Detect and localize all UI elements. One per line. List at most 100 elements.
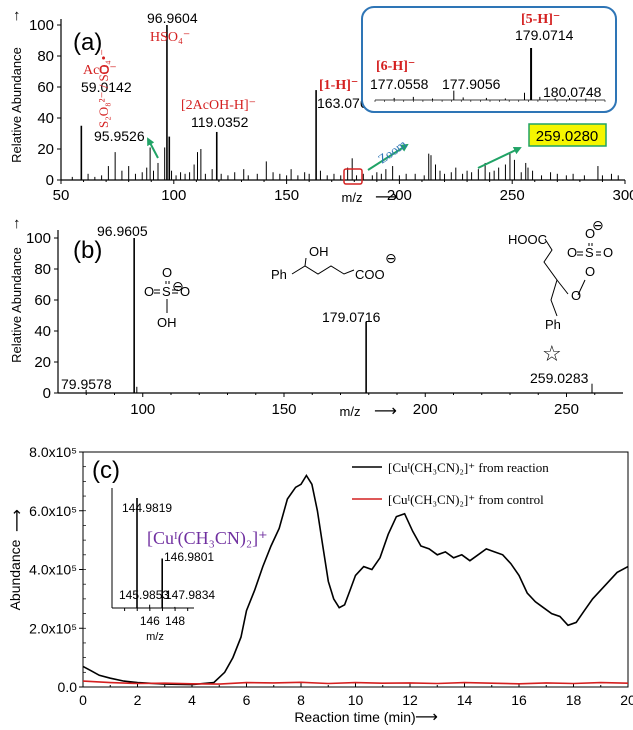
atom-label: COO bbox=[355, 267, 385, 282]
y-axis-arrow-a: ↑ bbox=[13, 7, 21, 24]
inset-species-label: [Cuᴵ(CH₃CN)₂]⁺ bbox=[147, 528, 268, 549]
annotation-value: 95.9526 bbox=[94, 128, 145, 144]
y-axis-arrow-b: ↑ bbox=[13, 215, 21, 232]
yellow-arrow bbox=[477, 146, 522, 169]
y-tick-label-a: 60 bbox=[37, 79, 54, 96]
y-tick-label-a: 100 bbox=[29, 17, 54, 34]
x-tick-label-c: 12 bbox=[402, 692, 418, 708]
atom-label: Ph bbox=[271, 267, 287, 282]
atom-label: O bbox=[603, 245, 613, 260]
panel-a: 0 20 40 60 80 100 50 100 150 200 250 300 Relative Ab… bbox=[9, 6, 633, 206]
y-tick-label-c: 2.0x10⁵ bbox=[29, 620, 77, 636]
panel-b: 0 20 40 60 80 100 100 150 200 250 Relative Abundan… bbox=[9, 215, 623, 420]
x-tick-label-c: 0 bbox=[79, 692, 87, 708]
bond bbox=[556, 279, 569, 295]
x-tick-label-b: 200 bbox=[413, 401, 438, 418]
peak-label: 96.9605 bbox=[97, 223, 148, 239]
x-tick-label-c: 16 bbox=[511, 692, 527, 708]
y-axis-label-a: Relative Abundance bbox=[9, 47, 24, 163]
atom-label: O bbox=[144, 284, 154, 299]
peak-label: 79.9578 bbox=[61, 376, 112, 392]
x-tick-label-a: 150 bbox=[274, 187, 299, 204]
x-tick-label-c: 10 bbox=[348, 692, 364, 708]
annotation-label: [2AcOH-H]⁻ bbox=[181, 98, 256, 113]
y-tick-label-b: 40 bbox=[34, 323, 51, 340]
y-tick-label-a: 0 bbox=[46, 172, 54, 189]
x-tick-label-b: 250 bbox=[554, 401, 579, 418]
y-tick-label-a: 80 bbox=[37, 48, 54, 65]
y-tick-label-b: 60 bbox=[34, 292, 51, 309]
zoom-label: Zoom bbox=[375, 136, 409, 166]
x-tick-label-c: 6 bbox=[243, 692, 251, 708]
x-tick-label-b: 150 bbox=[271, 401, 296, 418]
inset-value: 180.0748 bbox=[543, 84, 602, 100]
legend-label-reaction: [Cuᴵ(CH₃CN)₂]⁺ from reaction bbox=[388, 460, 549, 475]
x-tick-label-b: 100 bbox=[130, 401, 155, 418]
bond bbox=[304, 257, 307, 267]
zoom-inset-frame bbox=[361, 6, 617, 113]
minus-charge-icon: ⊖ bbox=[385, 250, 397, 266]
y-tick-label-b: 80 bbox=[34, 261, 51, 278]
annotation-value: 96.9604 bbox=[147, 10, 198, 26]
atom-label: O bbox=[162, 265, 172, 280]
inset-value: 177.0558 bbox=[370, 76, 429, 92]
y-tick-label-c: 4.0x10⁵ bbox=[29, 562, 77, 578]
annotation-value: 163.0765 bbox=[317, 95, 376, 111]
y-axis-arrow-c: ⟶ bbox=[9, 509, 26, 532]
y-axis-label-b: Relative Abundance bbox=[9, 247, 24, 363]
zoom-arrow bbox=[367, 143, 409, 171]
bond-chain bbox=[291, 265, 355, 275]
x-tick-label-c: 18 bbox=[566, 692, 582, 708]
x-axis-label-c: Reaction time (min) bbox=[294, 709, 415, 725]
atom-label: Ph bbox=[545, 317, 561, 332]
atom-label: HOOC bbox=[508, 232, 547, 247]
panel-c: 0.0 2.0x10⁵ 4.0x10⁵ 6.0x10⁵ 8.0x10⁵ 0 2 4 6 8 10 12… bbox=[7, 444, 633, 726]
annotation-label: S₂O₈²⁻ / SO₄•⁻ bbox=[96, 49, 111, 128]
atom-label: OH bbox=[309, 244, 329, 259]
x-tick-label-c: 4 bbox=[188, 692, 196, 708]
green-arrow bbox=[147, 137, 159, 159]
x-tick-label-c: 14 bbox=[457, 692, 473, 708]
zoom-region-box bbox=[343, 168, 363, 185]
x-tick-label-a: 200 bbox=[387, 187, 412, 204]
y-axis-label-c: Abundance bbox=[7, 539, 23, 610]
peak-label: 259.0283 bbox=[530, 370, 589, 386]
x-axis-arrow-c: ⟶ bbox=[415, 709, 438, 726]
series-line-reaction bbox=[82, 473, 629, 686]
x-tick-label-a: 300 bbox=[612, 187, 633, 204]
y-tick-label-b: 20 bbox=[34, 354, 51, 371]
minus-charge-icon: ⊖ bbox=[172, 278, 184, 294]
atom-label: O bbox=[585, 226, 595, 241]
inset-value: 179.0714 bbox=[515, 27, 574, 43]
inset-annotation: [5-H]⁻ bbox=[521, 12, 560, 27]
y-tick-label-a: 40 bbox=[37, 110, 54, 127]
series-line-control bbox=[82, 680, 629, 685]
highlight-box bbox=[528, 123, 607, 147]
inset-annotation: [6-H]⁻ bbox=[376, 59, 415, 74]
atom-label: O bbox=[180, 284, 190, 299]
inset-peak-label: 147.9834 bbox=[165, 588, 215, 602]
bond-chain bbox=[543, 238, 558, 317]
y-tick-label-b: 100 bbox=[26, 230, 51, 247]
y-tick-label-c: 0.0 bbox=[58, 679, 78, 695]
legend-label-control: [Cuᴵ(CH₃CN)₂]⁺ from control bbox=[388, 492, 544, 507]
x-tick-label-a: 100 bbox=[161, 187, 186, 204]
annotation-value: 259.0280 bbox=[536, 128, 599, 145]
bond bbox=[577, 279, 586, 296]
y-tick-label-b: 0 bbox=[43, 385, 51, 402]
atom-label: O bbox=[571, 288, 581, 303]
annotation-label: [1-H]⁻ bbox=[319, 78, 358, 93]
y-tick-label-a: 20 bbox=[37, 141, 54, 158]
atom-label: S bbox=[162, 284, 171, 299]
inset-tick-label: 148 bbox=[165, 614, 185, 628]
y-tick-label-c: 8.0x10⁵ bbox=[29, 444, 77, 460]
atom-label: O bbox=[585, 264, 595, 279]
x-axis-label-a: m/z bbox=[342, 190, 363, 205]
panel-label-a: (a) bbox=[73, 29, 102, 56]
x-axis-arrow-a: ⟶ bbox=[375, 189, 398, 206]
x-tick-label-a: 250 bbox=[500, 187, 525, 204]
panel-label-c: (c) bbox=[92, 457, 120, 484]
x-axis-label-b: m/z bbox=[340, 404, 361, 419]
annotation-value: 119.0352 bbox=[191, 114, 249, 130]
y-tick-label-c: 6.0x10⁵ bbox=[29, 503, 77, 519]
